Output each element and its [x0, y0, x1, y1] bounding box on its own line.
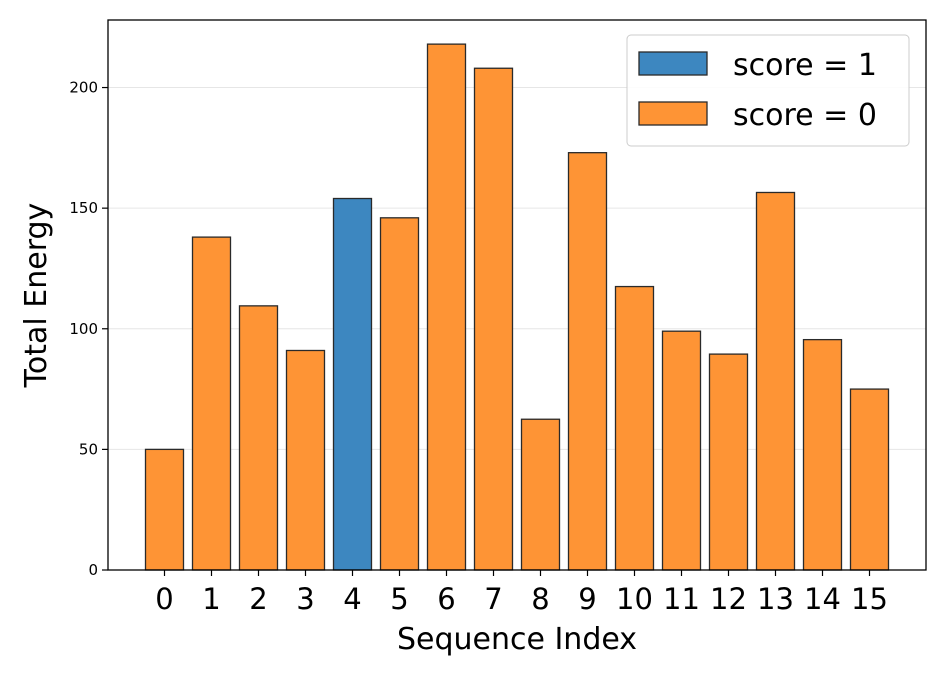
bar-13 [755, 191, 796, 571]
bar-11 [661, 330, 702, 571]
bars [144, 43, 890, 571]
legend-swatch-score-1 [638, 51, 708, 76]
x-tick-label: 2 [249, 582, 267, 616]
y-tick-label: 0 [88, 561, 98, 579]
legend-swatch-score-0 [638, 101, 708, 126]
x-tick-label: 15 [851, 582, 888, 616]
bar-15 [849, 388, 890, 571]
bar-7 [473, 67, 514, 571]
y-tick-label: 100 [69, 320, 98, 338]
x-tick-label: 4 [343, 582, 361, 616]
legend-label-score-1: score = 1 [733, 48, 877, 83]
y-tick-label: 150 [69, 199, 98, 217]
x-tick-label: 0 [155, 582, 173, 616]
x-tick-label: 14 [804, 582, 841, 616]
x-tick-label: 7 [484, 582, 502, 616]
bar-12 [708, 353, 749, 571]
x-tick-label: 6 [437, 582, 455, 616]
x-tick-label: 9 [578, 582, 596, 616]
bar-3 [285, 349, 326, 571]
bar-10 [614, 285, 655, 571]
y-tick-label: 200 [69, 79, 98, 97]
x-tick-label: 8 [531, 582, 549, 616]
plot-frame [107, 19, 927, 571]
x-tick-label: 5 [390, 582, 408, 616]
x-axis-ticks: 0 1 2 3 4 5 6 7 8 9 10 11 12 13 14 15 [155, 570, 888, 616]
x-tick-label: 12 [710, 582, 747, 616]
legend: score = 1 score = 0 [626, 34, 910, 147]
x-tick-label: 3 [296, 582, 314, 616]
y-axis-title: Total Energy [19, 203, 54, 389]
y-axis-ticks: 0 50 100 150 200 [69, 79, 108, 579]
bar-4 [332, 197, 373, 571]
x-tick-label: 10 [616, 582, 653, 616]
y-tick-label: 50 [79, 440, 98, 458]
bar-5 [379, 217, 420, 571]
bar-8 [520, 418, 561, 571]
bar-2 [238, 305, 279, 571]
x-tick-label: 1 [202, 582, 220, 616]
bar-1 [191, 236, 232, 571]
x-tick-label: 11 [663, 582, 700, 616]
legend-label-score-0: score = 0 [733, 98, 877, 133]
bar-0 [144, 448, 185, 571]
bar-9 [567, 152, 608, 571]
x-tick-label: 13 [757, 582, 794, 616]
bar-14 [802, 338, 843, 571]
bar-6 [426, 43, 467, 571]
x-axis-title: Sequence Index [397, 622, 637, 657]
